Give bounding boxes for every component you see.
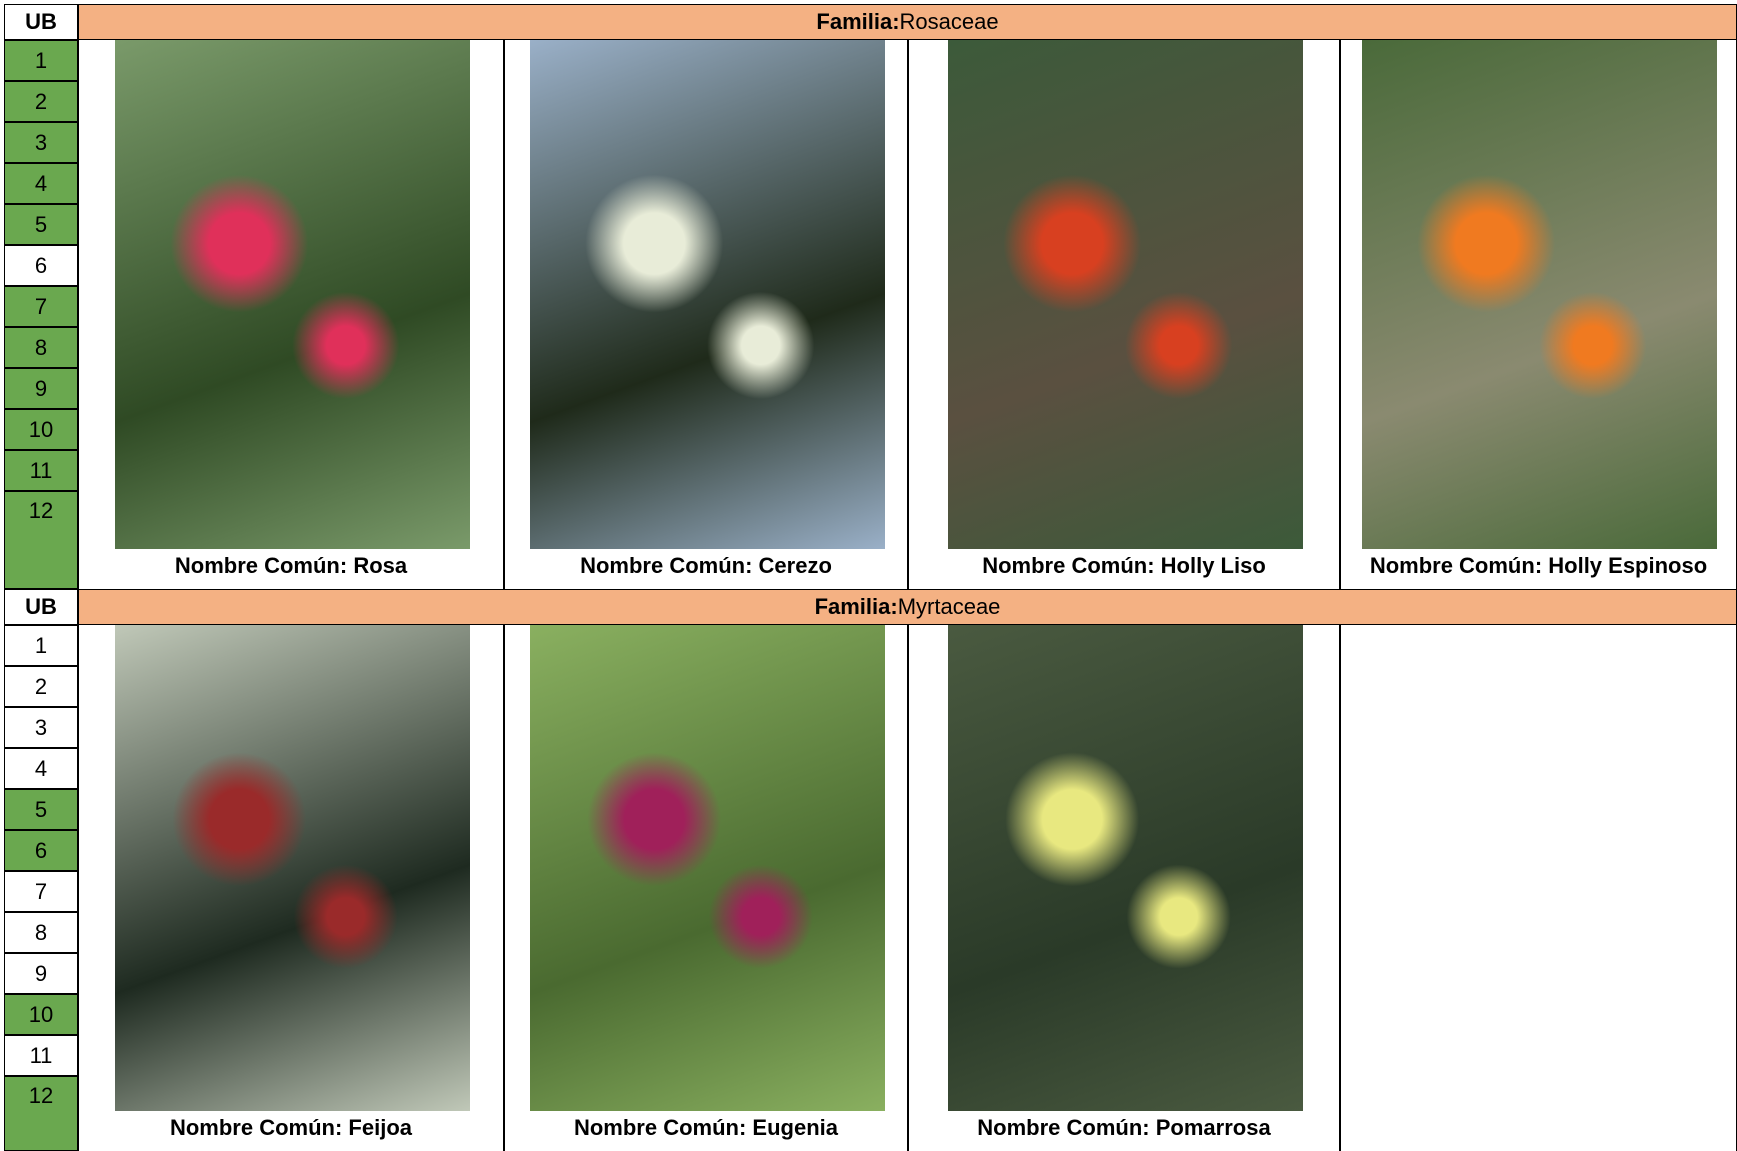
ub-number: 11 [29,457,53,483]
plant-cell: Nombre Común: Rosa [78,40,504,589]
ub-cell: 9 [4,368,78,409]
ub-number: 4 [34,755,48,781]
ub-number: 6 [34,252,48,278]
plant-photo [1362,40,1717,549]
plant-photo [529,40,885,549]
ub-number: 7 [34,878,48,904]
ub-number: 8 [34,334,48,360]
family-name: Rosaceae [899,9,999,34]
family-label: Familia: [816,9,900,34]
plant-photo [114,625,470,1111]
common-name: Nombre Común: Pomarrosa [977,1115,1271,1140]
plant-cell: Nombre Común: Pomarrosa [908,625,1340,1151]
ub-cell: 2 [4,666,78,707]
ub-header: UB [4,589,78,625]
plant-cell [1340,625,1737,1151]
ub-cell: 11 [4,1035,78,1076]
ub-cell: 8 [4,912,78,953]
ub-number: 11 [29,1042,53,1068]
plant-cell: Nombre Común: Feijoa [78,625,504,1151]
ub-cell: 3 [4,122,78,163]
family-label: Familia: [814,594,898,619]
plant-photo [114,40,470,549]
ub-cell: 7 [4,286,78,327]
ub-number: 1 [34,47,48,73]
ub-number: 1 [34,632,48,658]
ub-number: 4 [34,170,48,196]
ub-number: 10 [28,1001,54,1027]
ub-cell: 10 [4,409,78,450]
plant-cell: Nombre Común: Holly Liso [908,40,1340,589]
family-header: Familia: Myrtaceae [78,589,1737,625]
ub-number: 5 [34,211,48,237]
family-header: Familia: Rosaceae [78,4,1737,40]
ub-cell: 1 [4,625,78,666]
ub-number: 12 [28,1083,54,1108]
ub-cell: 6 [4,245,78,286]
common-name: Nombre Común: Feijoa [169,1115,412,1140]
ub-cell: 8 [4,327,78,368]
common-name: Nombre Común: Holly Espinoso [1369,553,1708,578]
ub-number: 8 [34,919,48,945]
ub-number: 2 [34,673,48,699]
common-name: Nombre Común: Eugenia [573,1115,838,1140]
ub-number: 5 [34,796,48,822]
ub-cell: 5 [4,204,78,245]
family-name: Myrtaceae [897,594,1001,619]
ub-number: 3 [34,714,48,740]
ub-number: 2 [34,88,48,114]
ub-cell: 5 [4,789,78,830]
ub-number: 6 [34,837,48,863]
ub-cell: 12 [4,1076,78,1151]
ub-number: 7 [34,293,48,319]
plant-photo [947,40,1303,549]
ub-cell: 4 [4,163,78,204]
common-name: Nombre Común: Cerezo [580,553,832,578]
plant-cell: Nombre Común: Eugenia [504,625,908,1151]
ub-number: 3 [34,129,48,155]
ub-cell: 9 [4,953,78,994]
common-name: Nombre Común: Holly Liso [982,553,1266,578]
plant-photo [947,625,1303,1111]
ub-number: 12 [28,498,54,523]
ub-cell: 12 [4,491,78,589]
ub-header: UB [4,4,78,40]
plant-photo [529,625,885,1111]
ub-cell: 1 [4,40,78,81]
plant-cell: Nombre Común: Cerezo [504,40,908,589]
ub-cell: 6 [4,830,78,871]
ub-cell: 10 [4,994,78,1035]
plant-cell: Nombre Común: Holly Espinoso [1340,40,1737,589]
ub-cell: 2 [4,81,78,122]
ub-cell: 3 [4,707,78,748]
ub-cell: 11 [4,450,78,491]
ub-number: 9 [34,375,48,401]
ub-number: 10 [28,416,54,442]
ub-cell: 7 [4,871,78,912]
common-name: Nombre Común: Rosa [174,553,408,578]
ub-number: 9 [34,960,48,986]
ub-cell: 4 [4,748,78,789]
